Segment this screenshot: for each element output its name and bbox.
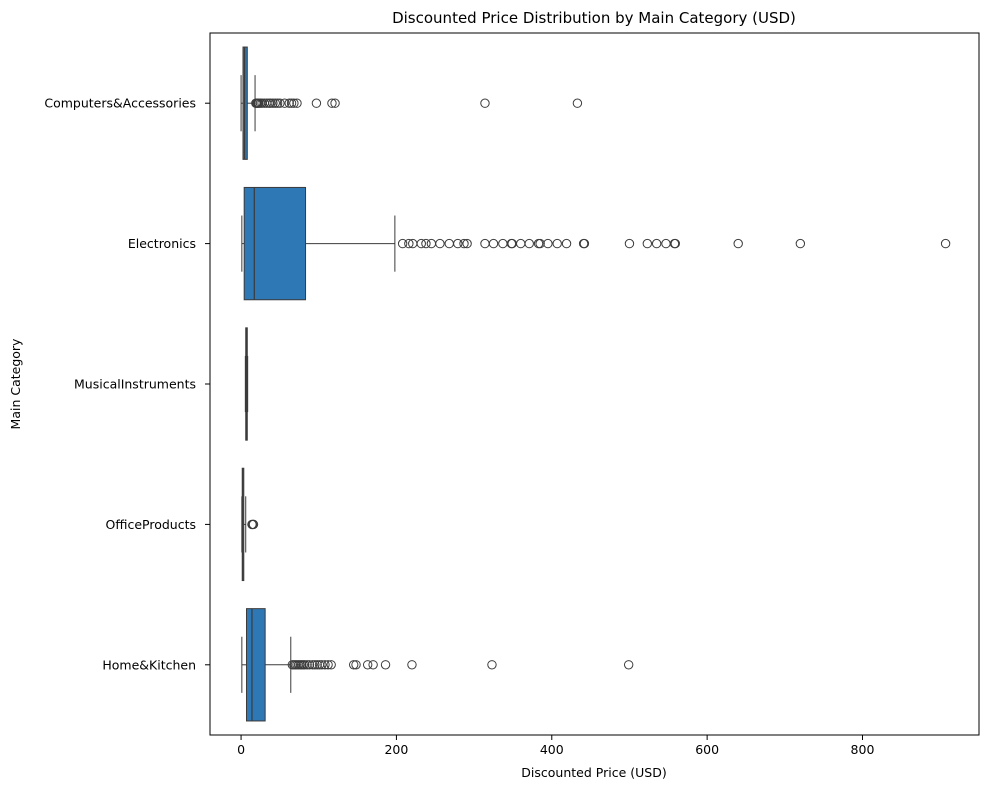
outlier-point [310, 660, 320, 670]
y-tick-label: Home&Kitchen [102, 657, 196, 672]
y-tick-label: Computers&Accessories [44, 96, 196, 111]
outlier-point [480, 238, 490, 249]
outlier-point [326, 660, 336, 670]
outlier-point [270, 98, 280, 108]
y-axis: Computers&Accessories Electronics MusicalI… [44, 96, 210, 672]
x-tick-label: 400 [540, 742, 564, 757]
y-tick-label: OfficeProducts [106, 517, 196, 532]
y-tick-label: MusicalInstruments [74, 377, 196, 392]
outlier-point [543, 238, 553, 249]
outlier-point [624, 238, 635, 249]
outlier-point [304, 660, 315, 670]
outlier-point [327, 98, 337, 108]
outlier-point [795, 238, 806, 249]
outlier-point [286, 98, 297, 108]
outlier-point [535, 238, 545, 249]
outlier-point [516, 238, 526, 249]
outlier-point [292, 98, 302, 108]
outlier-point [426, 238, 437, 249]
outlier-point [444, 238, 454, 249]
outlier-point [307, 660, 318, 670]
outlier-point [302, 660, 312, 670]
y-axis-title: Main Category [8, 338, 23, 430]
chart-title: Discounted Price Distribution by Main Ca… [392, 9, 796, 27]
outlier-point [487, 660, 497, 670]
outlier-point [275, 98, 285, 108]
outlier-point [416, 238, 426, 249]
outlier-point [320, 660, 330, 670]
outlier-point [317, 660, 327, 670]
y-tick-label: Electronics [128, 236, 196, 251]
outlier-point [311, 98, 322, 108]
outlier-point [561, 238, 572, 249]
outlier-point [579, 238, 590, 249]
outlier-point [289, 98, 299, 108]
boxes-layer [240, 46, 951, 722]
box-group-computers-accessories [240, 46, 583, 160]
outlier-point [397, 238, 408, 249]
outlier-point [268, 98, 278, 108]
x-axis-title: Discounted Price (USD) [521, 765, 666, 780]
outlier-point [351, 660, 361, 670]
box-group-officeproducts [241, 467, 259, 582]
outlier-point [480, 98, 490, 108]
box-group-electronics [241, 186, 951, 301]
outlier-point [272, 98, 283, 108]
outlier-point [453, 238, 463, 249]
outlier-point [642, 238, 653, 249]
outlier-point [368, 660, 378, 670]
outlier-point [661, 238, 671, 249]
outlier-point [733, 238, 743, 249]
outlier-point [524, 238, 534, 249]
outlier-point [380, 660, 391, 670]
x-tick-label: 0 [237, 742, 245, 757]
outlier-point [462, 238, 472, 249]
outlier-point [323, 660, 333, 670]
outlier-point [459, 238, 469, 249]
x-tick-label: 600 [695, 742, 719, 757]
box-iqr [246, 608, 266, 722]
outlier-point [265, 98, 276, 108]
outlier-point [488, 238, 499, 249]
outlier-point [435, 238, 445, 249]
outlier-point [651, 238, 662, 249]
outlier-point [349, 660, 359, 670]
outlier-point [404, 238, 414, 249]
plot-area-frame [209, 32, 980, 736]
outlier-point [670, 238, 680, 249]
outlier-point [407, 660, 417, 670]
outlier-point [248, 519, 259, 530]
outlier-point [300, 660, 310, 670]
x-tick-label: 200 [384, 742, 408, 757]
outlier-point [284, 98, 294, 108]
outlier-point [623, 660, 634, 670]
outlier-point [552, 238, 562, 249]
outlier-point [940, 238, 951, 249]
x-tick-label: 800 [851, 742, 875, 757]
outlier-point [498, 238, 508, 249]
box-group-home-kitchen [241, 608, 634, 722]
outlier-point [279, 98, 290, 108]
outlier-point [330, 98, 340, 108]
box-iqr [243, 186, 307, 301]
outlier-point [362, 660, 373, 670]
outlier-point [572, 98, 583, 108]
outlier-point [312, 660, 322, 670]
outlier-point [421, 238, 431, 249]
x-axis: 0 200 400 600 800 [237, 735, 874, 757]
box-group-musicalinstruments [244, 327, 249, 441]
